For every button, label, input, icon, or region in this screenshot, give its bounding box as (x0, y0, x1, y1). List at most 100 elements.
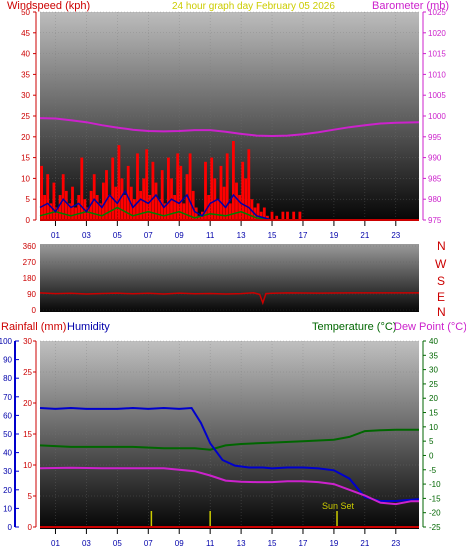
sun-markers (150, 511, 338, 527)
barometer-tick-label: 1005 (428, 91, 446, 100)
gust-bar (71, 186, 74, 220)
bottom-x-tick-label: 01 (51, 539, 60, 548)
graph-title: 24 hour graph day February 05 2026 (172, 1, 335, 12)
top-x-tick-label: 09 (175, 231, 184, 240)
gust-bar (176, 153, 180, 220)
gust-bar (173, 195, 176, 220)
gust-bar (281, 211, 285, 220)
rainfall-tick-label: 0 (28, 523, 33, 532)
barometer-tick-label: 980 (428, 195, 442, 204)
temperature-plot-area (40, 341, 419, 529)
temperature-y-axis: -25 -20 -15 -10 -5 0 5 10 15 20 25 30 35 40 (422, 337, 441, 532)
barometer-tick-label: 975 (428, 216, 442, 225)
gust-bar (98, 203, 102, 220)
humidity-y-axis: 0 10 20 30 40 50 60 70 80 90 100 (0, 337, 19, 532)
gust-bar (64, 190, 68, 220)
humidity-tick-label: 30 (3, 467, 12, 476)
temperature-tick-label: -25 (429, 523, 441, 532)
gust-bar (286, 211, 289, 220)
gust-bar (210, 157, 214, 220)
top-x-tick-label: 15 (268, 231, 277, 240)
gust-bar (275, 215, 279, 220)
gust-bar (133, 199, 136, 220)
temperature-tick-label: 10 (429, 423, 438, 432)
gust-bar (160, 170, 164, 220)
temperature-tick-label: -20 (429, 509, 441, 518)
rainfall-axis-label: Rainfall (mm) (1, 321, 66, 333)
gust-bar (108, 195, 111, 220)
rainfall-tick-label: 10 (23, 461, 32, 470)
temperature-tick-label: 15 (429, 409, 438, 418)
barometer-tick-label: 1010 (428, 70, 446, 79)
gust-bar (136, 153, 139, 220)
compass-n-top: N (437, 239, 446, 253)
bottom-x-tick-label: 19 (329, 539, 338, 548)
gust-bar (194, 207, 198, 220)
gust-bar (55, 207, 59, 220)
gust-bar (232, 141, 235, 220)
gust-bar (151, 161, 155, 220)
bottom-x-tick-label: 11 (206, 539, 215, 548)
rainfall-tick-label: 25 (23, 368, 32, 377)
temperature-series (39, 428, 419, 451)
gust-bar (74, 207, 77, 220)
gust-bar (114, 186, 118, 220)
temperature-tick-label: 25 (429, 380, 438, 389)
gust-bar (179, 165, 183, 220)
gust-bar (126, 165, 130, 220)
gust-bar (105, 170, 108, 220)
sunset-label: Sun Set (322, 501, 355, 511)
barometer-series (39, 117, 420, 138)
gust-bar (256, 203, 260, 220)
gust-bar (216, 199, 220, 220)
gust-bar (95, 195, 99, 220)
gust-bar (219, 165, 223, 220)
gust-bar (191, 190, 195, 220)
direction-tick-label: 180 (23, 274, 37, 283)
gust-bar (163, 203, 167, 220)
wind-avg-series (39, 189, 273, 221)
temperature-tick-label: 5 (429, 437, 434, 446)
top-x-tick-label: 11 (206, 231, 215, 240)
windspeed-tick-label: 45 (21, 29, 30, 38)
barometer-y-axis: 975 980 985 990 995 1000 1005 1010 1015 1020 1025 (422, 8, 446, 225)
gust-bar (148, 195, 152, 220)
windspeed-tick-label: 20 (21, 133, 30, 142)
gust-bar (40, 165, 43, 220)
bottom-x-tick-label: 15 (268, 539, 277, 548)
dewpoint-series (39, 466, 419, 506)
rainfall-tick-label: 15 (23, 430, 32, 439)
barometer-tick-label: 1000 (428, 112, 446, 121)
top-x-tick-label: 03 (82, 231, 91, 240)
gust-bar (43, 195, 46, 220)
humidity-series (39, 406, 420, 502)
direction-tick-label: 270 (23, 258, 37, 267)
bottom-x-tick-label: 17 (299, 539, 308, 548)
gust-bar (92, 174, 96, 220)
windspeed-tick-label: 40 (21, 50, 30, 59)
gust-bar (68, 203, 71, 220)
bottom-x-tick-label: 23 (391, 539, 400, 548)
gust-bar (222, 186, 226, 220)
gust-bar (292, 211, 296, 220)
gust-bar (86, 207, 90, 220)
barometer-tick-label: 1025 (428, 8, 446, 17)
bottom-x-tick-label: 13 (237, 539, 246, 548)
gust-bar (182, 203, 186, 220)
barometer-tick-label: 995 (428, 133, 442, 142)
windspeed-plot-area (40, 12, 419, 221)
humidity-tick-label: 0 (8, 523, 13, 532)
gust-bar (250, 199, 254, 220)
windspeed-y-axis: 0 5 10 15 20 25 30 35 40 45 50 (21, 8, 37, 225)
top-x-tick-label: 23 (391, 231, 400, 240)
gust-bar (120, 178, 124, 220)
rainfall-tick-label: 30 (23, 337, 32, 346)
top-x-tick-label: 07 (144, 231, 153, 240)
windspeed-tick-label: 35 (21, 70, 30, 79)
gust-bar (244, 178, 248, 220)
gust-bar (145, 149, 149, 220)
wind-direction-series (39, 292, 419, 306)
humidity-tick-label: 40 (3, 449, 12, 458)
humidity-tick-label: 10 (3, 504, 12, 513)
